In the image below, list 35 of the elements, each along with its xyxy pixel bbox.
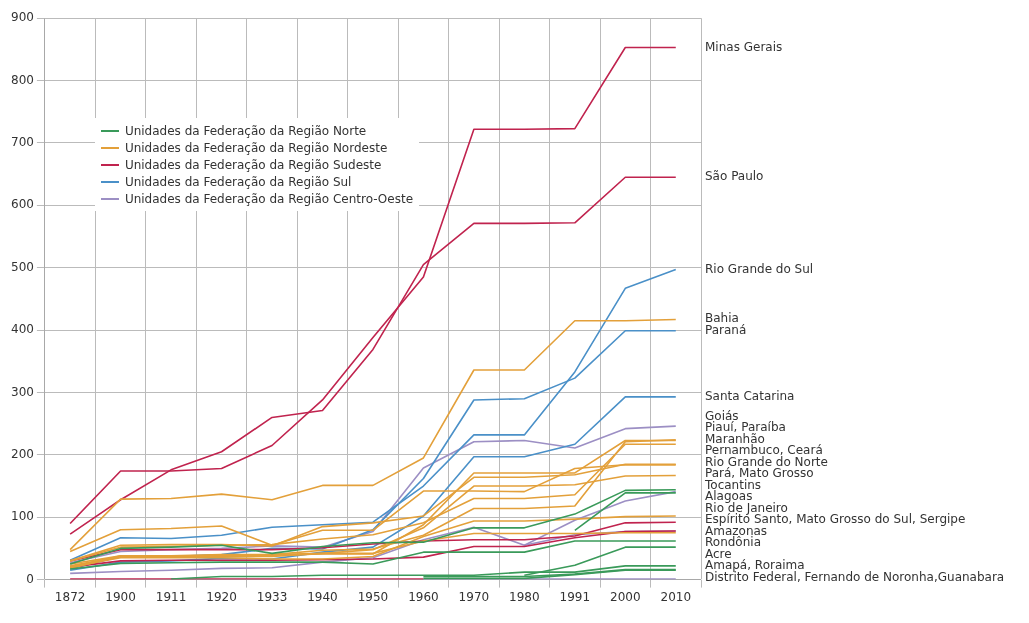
y-tick-label: 300	[11, 384, 34, 399]
x-tick-label: 1872	[54, 589, 86, 604]
x-tick-label: 1970	[458, 589, 490, 604]
x-tick-label: 1900	[105, 589, 136, 604]
x-tick-label: 1960	[408, 589, 439, 604]
x-tick-label: 1991	[559, 589, 591, 604]
x-tick-label: 1950	[357, 589, 389, 604]
y-tick-label: 100	[11, 509, 34, 524]
y-tick-label: 0	[26, 571, 34, 586]
x-tick-label: 2010	[660, 589, 692, 604]
annotation: Minas Gerais	[705, 39, 783, 54]
y-tick-label: 500	[11, 259, 34, 274]
y-tick-label: 900	[11, 10, 34, 25]
annotation: Rio Grande do Sul	[705, 261, 814, 276]
x-tick-label: 1920	[206, 589, 237, 604]
y-tick-label: 200	[11, 446, 34, 461]
legend-label: Unidades da Federação da Região Sudeste	[124, 157, 382, 172]
y-tick-label: 400	[11, 322, 34, 337]
y-tick-label: 800	[11, 72, 34, 87]
x-tick-label: 2000	[610, 589, 641, 604]
x-tick-label: 1940	[307, 589, 338, 604]
annotation: Pernambuco, Ceará	[705, 443, 823, 458]
y-tick-label: 600	[11, 197, 34, 212]
y-tick-label: 700	[11, 135, 34, 150]
x-tick-label: 1911	[155, 589, 187, 604]
annotation: Alagoas	[705, 489, 753, 504]
legend-label: Unidades da Federação da Região Nordeste	[124, 140, 388, 155]
legend-label: Unidades da Federação da Região Norte	[124, 123, 367, 138]
x-tick-label: 1980	[509, 589, 540, 604]
annotation: Espírito Santo, Mato Grosso do Sul, Sergipe	[705, 512, 966, 527]
annotation: São Paulo	[705, 169, 764, 184]
legend-label: Unidades da Federação da Região Centro-Oeste	[124, 191, 414, 206]
legend-label: Unidades da Federação da Região Sul	[124, 174, 352, 189]
annotation: Santa Catarina	[705, 388, 795, 403]
x-tick-label: 1933	[256, 589, 288, 604]
